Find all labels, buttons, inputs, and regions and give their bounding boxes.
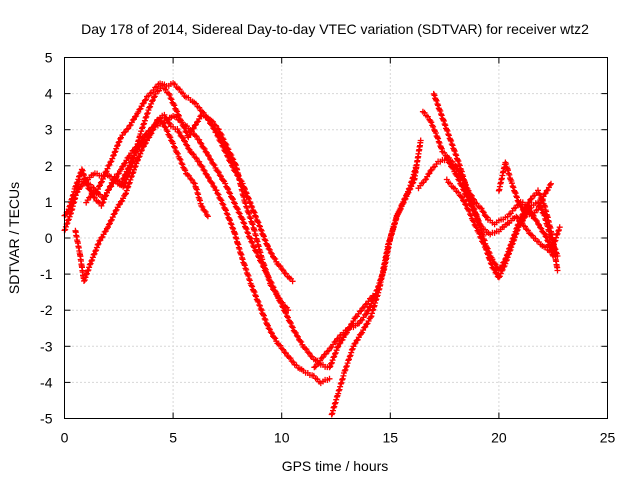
series-7-markers — [328, 137, 424, 418]
plot-frame — [64, 57, 608, 419]
x-tick-label: 20 — [491, 430, 507, 446]
y-tick-label: 0 — [45, 230, 53, 246]
y-tick-label: -5 — [40, 411, 53, 427]
x-tick-label: 25 — [600, 430, 616, 446]
series-6-markers — [311, 162, 420, 371]
series-11-markers — [443, 176, 561, 281]
series-5-markers — [83, 113, 376, 371]
y-tick-label: 5 — [45, 50, 53, 66]
y-tick-label: -2 — [40, 302, 53, 318]
y-tick-label: 4 — [45, 86, 53, 102]
chart-title: Day 178 of 2014, Sidereal Day-to-day VTE… — [81, 21, 589, 37]
y-tick-label: 1 — [45, 194, 53, 210]
y-tick-label: -3 — [40, 338, 53, 354]
y-tick-label: 2 — [45, 158, 53, 174]
series-12-markers — [495, 159, 554, 219]
y-axis-label: SDTVAR / TECUs — [6, 182, 22, 294]
x-tick-labels: 0 5 10 15 20 25 — [61, 430, 616, 446]
y-tick-label: -1 — [40, 266, 53, 282]
x-axis-label: GPS time / hours — [282, 458, 389, 474]
series-10-markers — [415, 155, 563, 256]
data-series — [61, 80, 563, 418]
x-tick-label: 10 — [274, 430, 290, 446]
y-tick-label: 3 — [45, 122, 53, 138]
x-tick-label: 15 — [383, 430, 399, 446]
grid-lines — [64, 57, 608, 419]
y-tick-labels: -5 -4 -3 -2 -1 0 1 2 3 4 5 — [40, 50, 53, 427]
x-tick-label: 0 — [61, 430, 69, 446]
x-tick-label: 5 — [169, 430, 177, 446]
axis-ticks — [64, 57, 608, 419]
series-3-markers — [72, 111, 333, 387]
y-tick-label: -4 — [40, 374, 53, 390]
